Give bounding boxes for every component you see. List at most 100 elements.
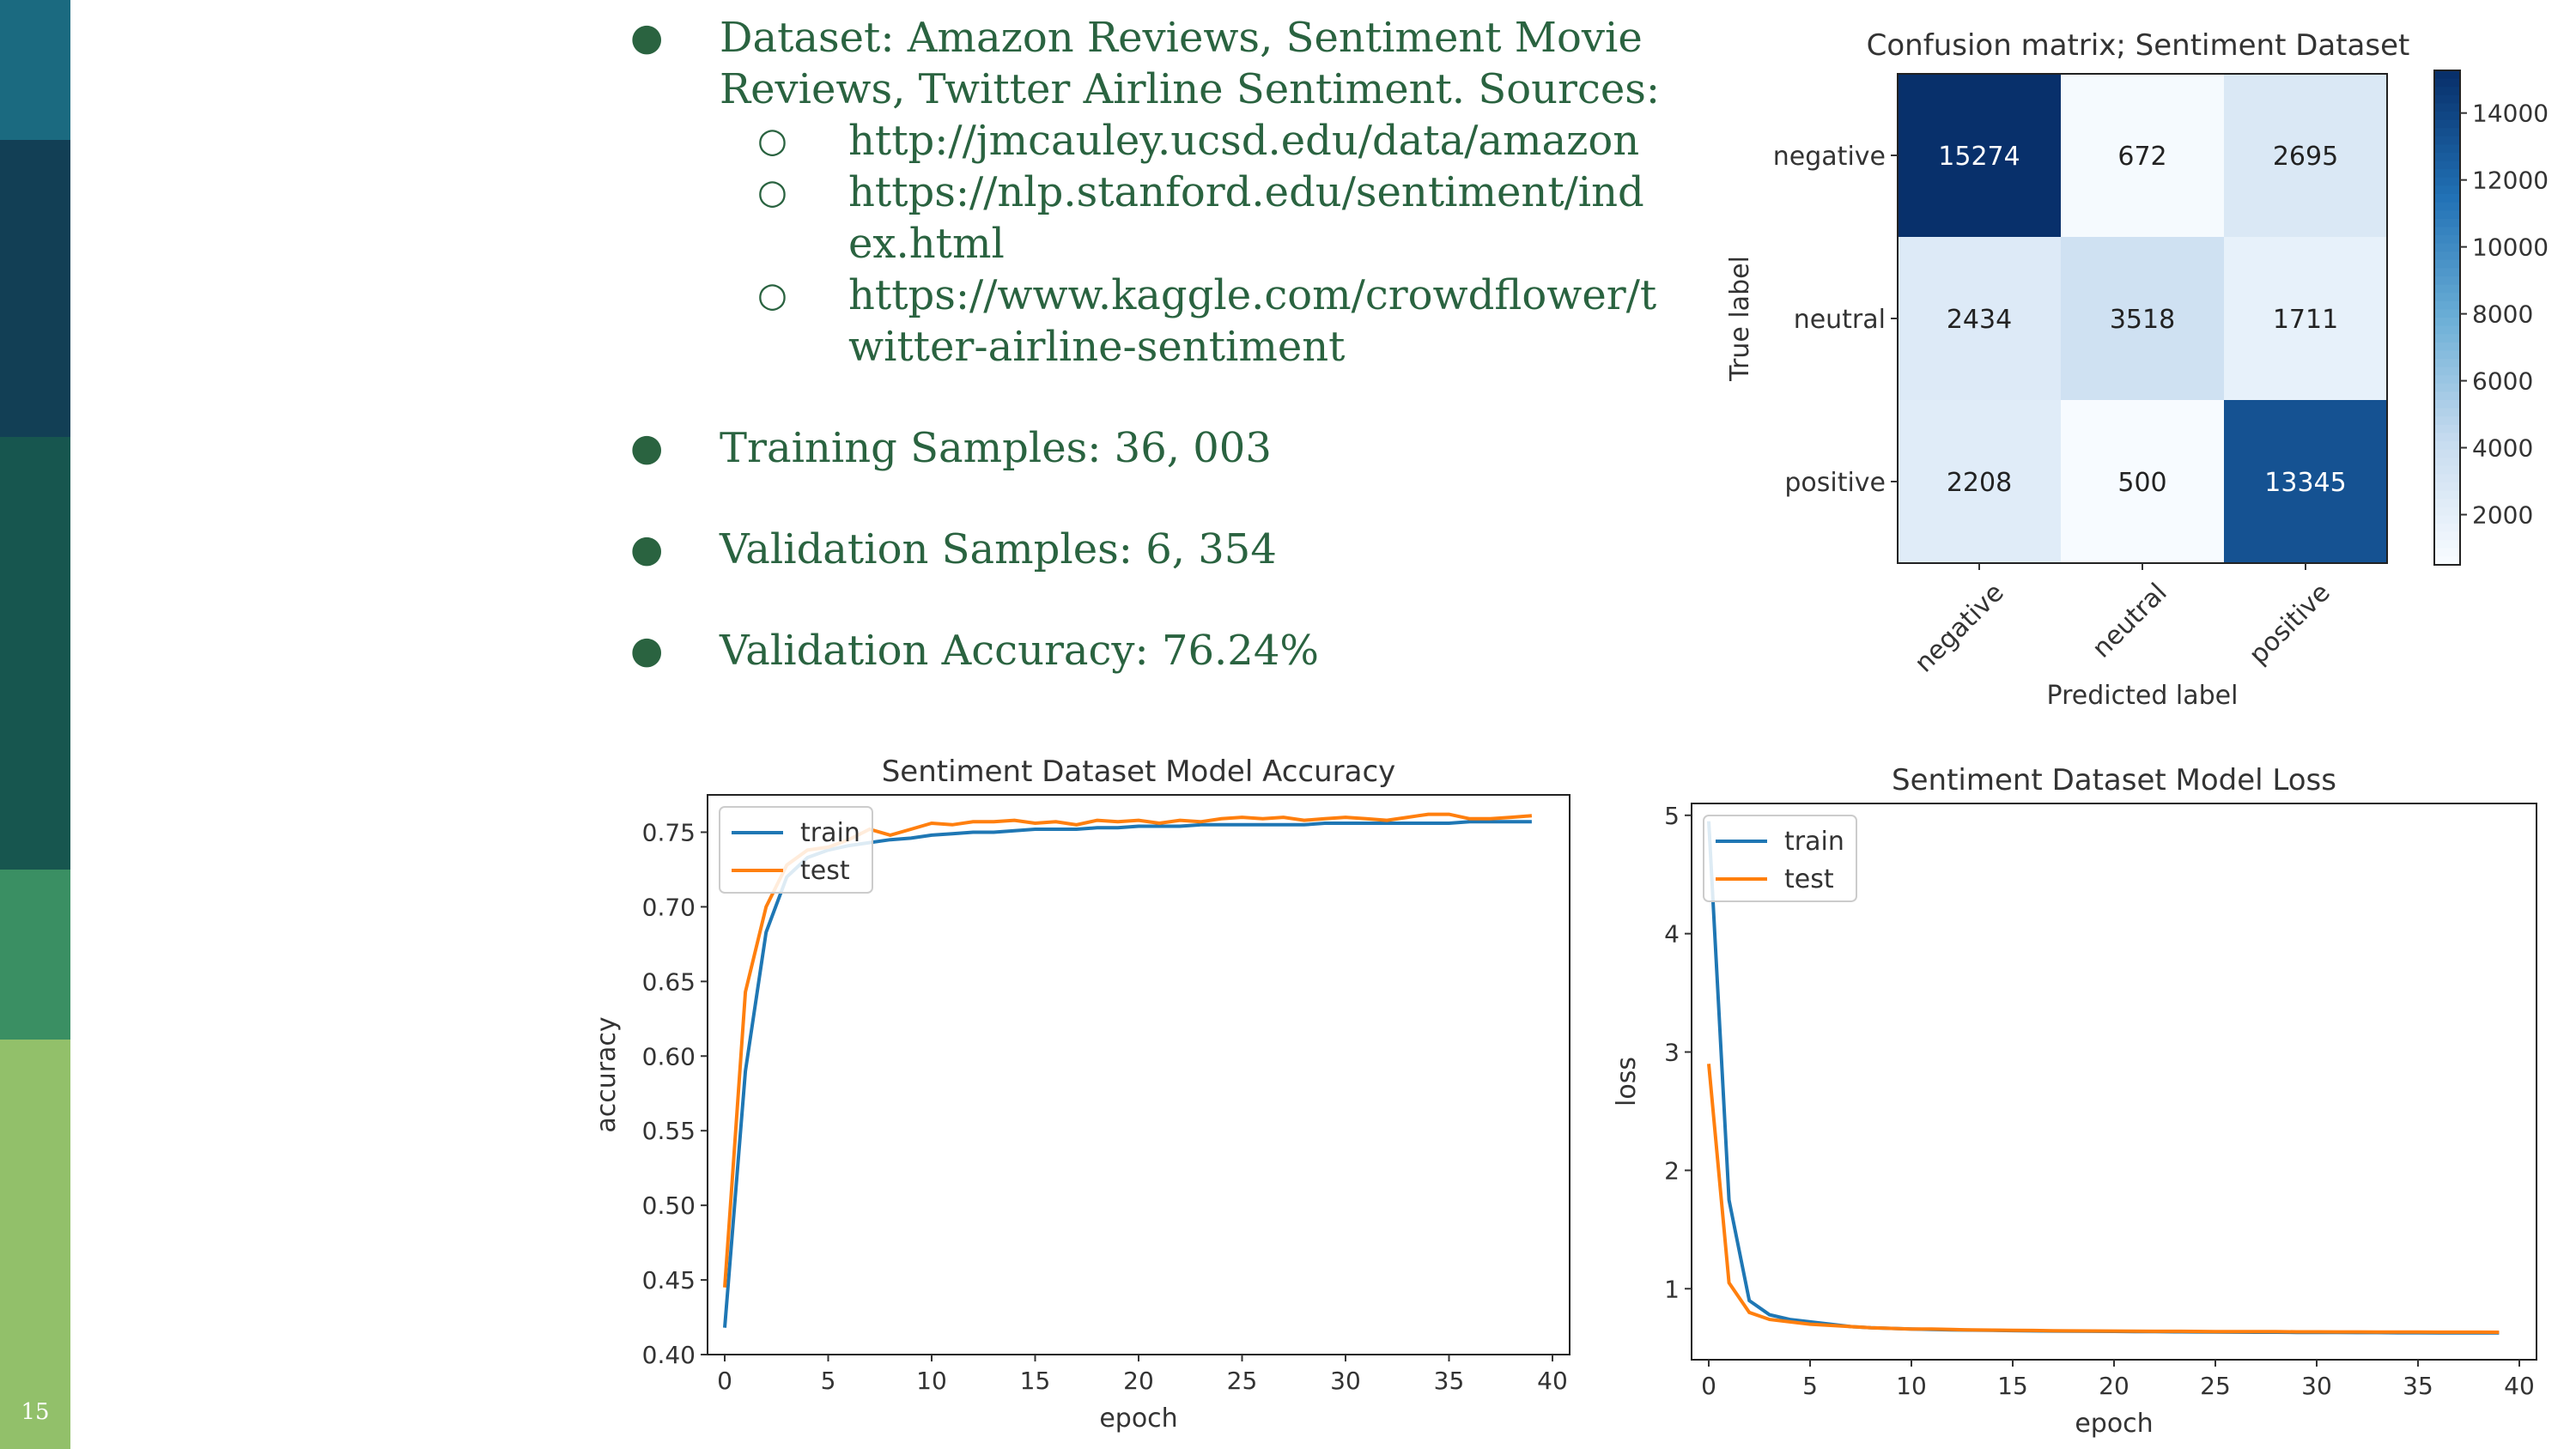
bullet-dot-icon: ● bbox=[630, 527, 664, 571]
validation-samples: Validation Samples: 6, 354 bbox=[720, 525, 1277, 573]
x-axis-label: epoch bbox=[2075, 1409, 2153, 1439]
colorbar-tick-label: 4000 bbox=[2472, 434, 2533, 463]
colorbar-segment bbox=[2434, 103, 2460, 112]
matrix-cell-value: 2208 bbox=[1947, 468, 2012, 498]
slide-number: 15 bbox=[21, 1399, 50, 1425]
colorbar-segment bbox=[2434, 375, 2460, 385]
x-tick-label: 0 bbox=[717, 1367, 732, 1395]
y-tick-label: 4 bbox=[1664, 920, 1680, 949]
bullet-ring-icon: ○ bbox=[757, 121, 787, 161]
colorbar-segment bbox=[2434, 408, 2460, 418]
legend-label: test bbox=[800, 856, 850, 886]
colorbar-segment bbox=[2434, 400, 2460, 409]
colorbar-segment bbox=[2434, 441, 2460, 451]
colorbar-segment bbox=[2434, 367, 2460, 377]
colorbar-segment bbox=[2434, 416, 2460, 426]
bullet-accuracy: ● Validation Accuracy: 76.24% bbox=[618, 625, 1700, 676]
y-axis-label: accuracy bbox=[592, 1016, 622, 1132]
colorbar-segment bbox=[2434, 482, 2460, 492]
bullet-list: ● Dataset: Amazon Reviews, Sentiment Mov… bbox=[618, 12, 1700, 676]
matrix-cell bbox=[2224, 237, 2387, 400]
x-tick-label: 15 bbox=[1020, 1367, 1051, 1395]
x-tick-label: 0 bbox=[1701, 1372, 1716, 1400]
source-link[interactable]: https://nlp.stanford.edu/sentiment/ind bbox=[848, 168, 1644, 216]
sidebar-band-5 bbox=[0, 1040, 70, 1449]
matrix-cell-value: 672 bbox=[2117, 142, 2166, 172]
matrix-cell-value: 3518 bbox=[2110, 305, 2175, 335]
source-link[interactable]: http://jmcauley.ucsd.edu/data/amazon bbox=[848, 117, 1640, 165]
y-tick-label: 0.70 bbox=[642, 893, 696, 921]
colorbar-segment bbox=[2434, 499, 2460, 508]
x-tick-label: 5 bbox=[821, 1367, 836, 1395]
x-tick-label: 10 bbox=[1896, 1372, 1927, 1400]
colorbar-frame bbox=[2433, 70, 2461, 566]
colorbar-segment bbox=[2434, 309, 2460, 318]
x-tick-label: 20 bbox=[1123, 1367, 1154, 1395]
colorbar-segment bbox=[2434, 252, 2460, 261]
matrix-cell bbox=[1898, 400, 2061, 563]
matrix-cell bbox=[1898, 237, 2061, 400]
colorbar-segment bbox=[2434, 119, 2460, 130]
colorbar-segment bbox=[2434, 293, 2460, 302]
colorbar-segment bbox=[2434, 556, 2460, 566]
x-tick-label: 35 bbox=[2403, 1372, 2433, 1400]
colorbar-segment bbox=[2434, 359, 2460, 368]
dataset-line-2: Reviews, Twitter Airline Sentiment. Sour… bbox=[720, 65, 1661, 113]
colorbar-segment bbox=[2434, 458, 2460, 467]
matrix-cell bbox=[2224, 74, 2387, 237]
source-link[interactable]: https://www.kaggle.com/crowdflower/t bbox=[848, 271, 1657, 319]
colorbar-segment bbox=[2434, 169, 2460, 179]
colorbar-segment bbox=[2434, 540, 2460, 549]
colorbar-segment bbox=[2434, 276, 2460, 286]
colorbar-segment bbox=[2434, 334, 2460, 343]
colorbar-segment bbox=[2434, 524, 2460, 533]
y-tick-label: 1 bbox=[1664, 1275, 1680, 1303]
y-axis-label: True label bbox=[1725, 256, 1755, 382]
source-link-cont[interactable]: ex.html bbox=[848, 220, 1005, 268]
y-tick-label: 2 bbox=[1664, 1156, 1680, 1185]
colorbar-segment bbox=[2434, 259, 2460, 270]
colorbar-segment bbox=[2434, 235, 2460, 245]
colorbar-segment bbox=[2434, 210, 2460, 220]
colorbar-segment bbox=[2434, 112, 2460, 121]
x-tick-label: 20 bbox=[2099, 1372, 2129, 1400]
colorbar-segment bbox=[2434, 153, 2460, 162]
colorbar-segment bbox=[2434, 531, 2460, 542]
sidebar-band-3 bbox=[0, 437, 70, 870]
validation-accuracy: Validation Accuracy: 76.24% bbox=[720, 627, 1319, 675]
sidebar-decoration: 15 bbox=[0, 0, 70, 1449]
legend-label: train bbox=[800, 818, 860, 848]
colorbar-segment bbox=[2434, 194, 2460, 203]
bullet-dot-icon: ● bbox=[630, 628, 664, 672]
bullet-dot-icon: ● bbox=[630, 15, 664, 59]
chart-title: Sentiment Dataset Model Loss bbox=[1892, 763, 2336, 797]
x-tick-label: 40 bbox=[2504, 1372, 2535, 1400]
colorbar-segment bbox=[2434, 227, 2460, 236]
colorbar-tick-label: 6000 bbox=[2472, 367, 2533, 396]
colorbar-segment bbox=[2434, 87, 2460, 96]
accuracy-chart: Sentiment Dataset Model Accuracy 0 5 10 15 20… bbox=[592, 755, 1571, 1434]
colorbar-segment bbox=[2434, 202, 2460, 212]
y-tick-label: 3 bbox=[1664, 1039, 1680, 1067]
legend-label: test bbox=[1784, 864, 1834, 894]
y-tick-label: negative bbox=[1773, 142, 1886, 172]
colorbar-segment bbox=[2434, 318, 2460, 327]
y-axis-label: loss bbox=[1612, 1057, 1642, 1106]
y-tick-label: 0.45 bbox=[642, 1266, 696, 1294]
source-link-cont[interactable]: witter-airline-sentiment bbox=[848, 323, 1346, 371]
colorbar-segment bbox=[2434, 78, 2460, 88]
colorbar-segment bbox=[2434, 325, 2460, 336]
x-tick-label: negative bbox=[1909, 578, 2010, 679]
colorbar-tick-label: 8000 bbox=[2472, 300, 2533, 329]
sidebar-band-4 bbox=[0, 870, 70, 1040]
colorbar-tick-label: 2000 bbox=[2472, 501, 2533, 530]
colorbar-tick-label: 14000 bbox=[2472, 100, 2549, 128]
bullet-dataset: ● Dataset: Amazon Reviews, Sentiment Mov… bbox=[618, 12, 1700, 115]
x-tick-label: 25 bbox=[2200, 1372, 2231, 1400]
x-tick-label: 30 bbox=[1330, 1367, 1361, 1395]
x-tick-label: 40 bbox=[1537, 1367, 1568, 1395]
x-tick-label: neutral bbox=[2087, 578, 2173, 664]
x-axis-label: epoch bbox=[1099, 1404, 1177, 1434]
x-tick-label: 25 bbox=[1227, 1367, 1258, 1395]
bullet-ring-icon: ○ bbox=[757, 276, 787, 315]
